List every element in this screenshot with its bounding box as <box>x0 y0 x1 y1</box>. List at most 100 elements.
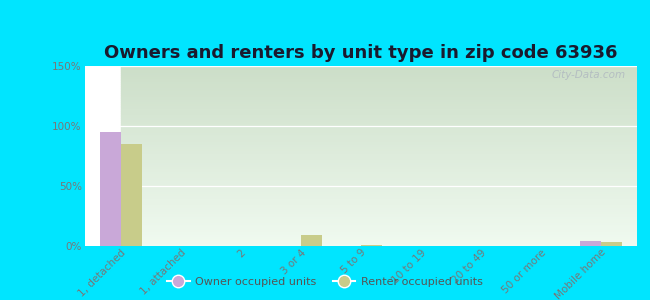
Bar <box>120 163 650 165</box>
Bar <box>120 226 650 228</box>
Bar <box>120 142 650 143</box>
Bar <box>120 106 650 107</box>
Text: City-Data.com: City-Data.com <box>552 70 626 80</box>
Bar <box>120 102 650 104</box>
Bar <box>120 172 650 174</box>
Bar <box>120 100 650 102</box>
Bar <box>120 91 650 93</box>
Bar <box>120 205 650 206</box>
Bar <box>120 237 650 239</box>
Bar <box>120 194 650 196</box>
Bar <box>120 169 650 170</box>
Bar <box>120 129 650 131</box>
Bar <box>120 239 650 241</box>
Bar <box>120 174 650 176</box>
Bar <box>120 133 650 134</box>
Bar <box>120 113 650 115</box>
Bar <box>120 219 650 221</box>
Bar <box>120 241 650 242</box>
Bar <box>120 152 650 154</box>
Bar <box>120 196 650 197</box>
Bar <box>120 192 650 194</box>
Bar <box>120 115 650 116</box>
Bar <box>120 122 650 124</box>
Bar <box>120 206 650 208</box>
Bar <box>120 131 650 133</box>
Bar <box>120 230 650 232</box>
Bar <box>120 170 650 172</box>
Bar <box>120 140 650 142</box>
Bar <box>120 232 650 233</box>
Bar <box>301 235 322 246</box>
Bar <box>120 149 650 151</box>
Bar <box>120 197 650 199</box>
Bar <box>120 75 650 77</box>
Bar <box>120 160 650 161</box>
Bar <box>120 147 650 149</box>
Bar <box>120 208 650 210</box>
Bar <box>120 167 650 169</box>
Bar <box>120 84 650 86</box>
Bar <box>120 118 650 120</box>
Bar <box>120 187 650 188</box>
Bar <box>120 124 650 125</box>
Bar <box>601 242 622 246</box>
Legend: Owner occupied units, Renter occupied units: Owner occupied units, Renter occupied un… <box>163 273 487 291</box>
Bar <box>120 109 650 111</box>
Bar <box>120 68 650 70</box>
Bar <box>120 138 650 140</box>
Bar <box>120 235 650 237</box>
Bar <box>120 181 650 183</box>
Bar <box>120 127 650 129</box>
Bar <box>120 178 650 179</box>
Bar <box>120 179 650 181</box>
Bar <box>120 111 650 113</box>
Bar <box>120 145 650 147</box>
Bar <box>120 79 650 80</box>
Bar <box>120 77 650 79</box>
Bar <box>120 70 650 71</box>
Bar <box>120 151 650 152</box>
Bar <box>120 73 650 75</box>
Bar <box>99 132 120 246</box>
Bar <box>120 80 650 82</box>
Bar <box>120 165 650 167</box>
Bar <box>120 86 650 88</box>
Bar <box>120 88 650 89</box>
Bar <box>120 125 650 127</box>
Bar <box>120 224 650 226</box>
Title: Owners and renters by unit type in zip code 63936: Owners and renters by unit type in zip c… <box>104 44 618 62</box>
Bar <box>120 223 650 224</box>
Bar <box>120 134 650 136</box>
Bar <box>120 71 650 73</box>
Bar <box>120 176 650 178</box>
Bar <box>120 215 650 217</box>
Bar <box>120 210 650 212</box>
Bar <box>120 188 650 190</box>
Bar <box>120 183 650 185</box>
Bar <box>120 95 650 97</box>
Bar <box>120 203 650 205</box>
Bar <box>120 242 650 244</box>
Bar <box>120 143 650 145</box>
Bar <box>120 228 650 230</box>
Bar <box>120 185 650 187</box>
Bar <box>120 156 650 158</box>
Bar <box>120 89 650 91</box>
Bar <box>120 158 650 160</box>
Bar <box>120 66 650 68</box>
Bar <box>120 136 650 138</box>
Bar <box>120 201 650 203</box>
Bar <box>120 233 650 235</box>
Bar <box>120 199 650 201</box>
Bar <box>120 244 650 246</box>
Bar <box>120 97 650 98</box>
Bar <box>120 82 650 84</box>
Bar <box>361 245 382 246</box>
Bar <box>120 116 650 118</box>
Bar <box>120 104 650 106</box>
Bar <box>120 107 650 109</box>
Bar <box>120 93 650 95</box>
Bar <box>580 241 601 246</box>
Bar <box>120 221 650 223</box>
